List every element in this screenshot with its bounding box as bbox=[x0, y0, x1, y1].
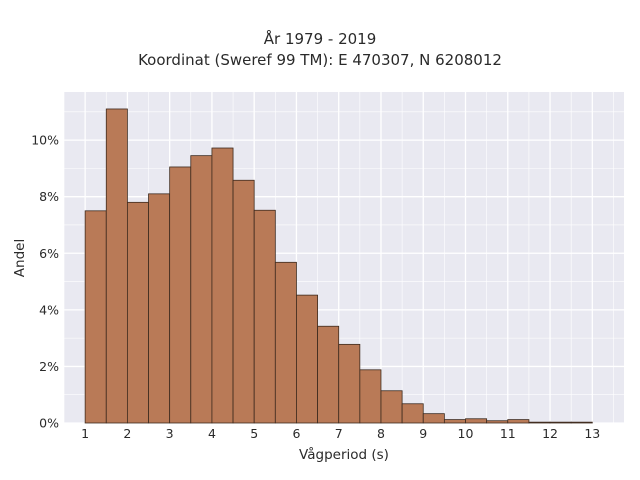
y-tick-label: 4% bbox=[39, 302, 59, 317]
chart-title: År 1979 - 2019 bbox=[263, 30, 377, 48]
y-axis-label: Andel bbox=[12, 238, 28, 278]
y-tick-label: 6% bbox=[39, 246, 59, 261]
histogram-bar bbox=[296, 294, 318, 424]
histogram-bar bbox=[317, 325, 340, 424]
x-tick-label: 11 bbox=[500, 426, 516, 441]
histogram-bar bbox=[190, 155, 213, 424]
x-tick-label: 4 bbox=[208, 426, 216, 441]
histogram-bar bbox=[507, 419, 530, 424]
y-tick-label: 2% bbox=[39, 359, 59, 374]
x-axis-label: Vågperiod (s) bbox=[299, 447, 389, 463]
histogram-bar bbox=[169, 166, 192, 424]
x-tick-label: 6 bbox=[292, 426, 300, 441]
y-tick-label: 0% bbox=[39, 416, 59, 431]
y-tick-labels: 0% 2% 4% 6% 8% 10% bbox=[31, 133, 59, 431]
histogram-bar bbox=[570, 421, 593, 424]
bars bbox=[84, 108, 593, 424]
histogram-bar bbox=[549, 421, 572, 424]
histogram-bar bbox=[443, 419, 466, 424]
histogram-bar bbox=[274, 261, 297, 424]
histogram-bar bbox=[105, 108, 128, 424]
x-tick-labels: 1 2 3 4 5 6 7 8 9 10 11 12 13 bbox=[81, 426, 600, 441]
x-tick-label: 8 bbox=[377, 426, 385, 441]
histogram-bar bbox=[465, 418, 488, 424]
histogram-bar bbox=[380, 390, 403, 424]
histogram-bar bbox=[211, 147, 234, 424]
x-tick-label: 1 bbox=[81, 426, 89, 441]
x-tick-label: 7 bbox=[335, 426, 343, 441]
x-tick-label: 12 bbox=[542, 426, 558, 441]
y-tick-label: 8% bbox=[39, 189, 59, 204]
x-tick-label: 10 bbox=[458, 426, 474, 441]
x-tick-label: 2 bbox=[123, 426, 131, 441]
histogram-bar bbox=[253, 209, 276, 424]
histogram-bar bbox=[338, 343, 361, 424]
histogram-bar bbox=[359, 369, 382, 424]
histogram-bar bbox=[422, 413, 445, 424]
x-tick-label: 9 bbox=[419, 426, 427, 441]
y-tick-label: 10% bbox=[31, 133, 59, 148]
histogram-bar bbox=[486, 420, 509, 424]
x-tick-label: 13 bbox=[584, 426, 600, 441]
histogram-bar bbox=[232, 179, 255, 424]
histogram-bar bbox=[126, 201, 149, 424]
x-tick-label: 3 bbox=[166, 426, 174, 441]
histogram-bar bbox=[401, 403, 424, 424]
chart-subtitle: Koordinat (Sweref 99 TM): E 470307, N 62… bbox=[138, 51, 502, 69]
x-tick-label: 5 bbox=[250, 426, 258, 441]
histogram-bar bbox=[528, 421, 551, 424]
histogram-bar bbox=[84, 210, 107, 424]
histogram-bar bbox=[148, 193, 171, 424]
